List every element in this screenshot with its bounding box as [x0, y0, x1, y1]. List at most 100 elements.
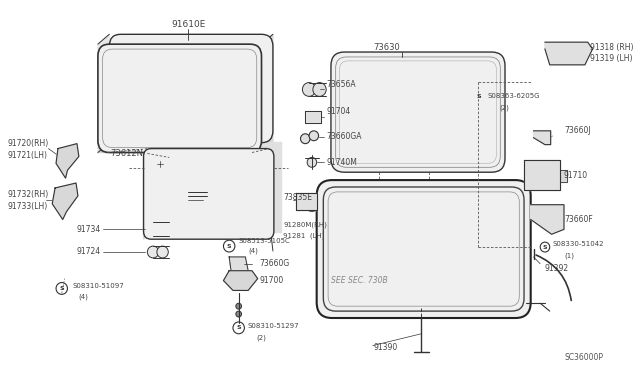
Circle shape	[303, 83, 316, 96]
Text: 91732(RH): 91732(RH)	[8, 190, 49, 199]
Circle shape	[223, 240, 235, 252]
Circle shape	[554, 52, 559, 58]
Circle shape	[307, 157, 317, 167]
Text: S: S	[227, 244, 232, 248]
Circle shape	[167, 225, 171, 230]
Text: S08310-51297: S08310-51297	[247, 323, 299, 329]
FancyBboxPatch shape	[102, 49, 257, 148]
Text: (1): (1)	[564, 253, 574, 259]
Text: SC36000P: SC36000P	[565, 353, 604, 362]
Text: 73656A: 73656A	[326, 80, 356, 89]
Text: 91280M(RH): 91280M(RH)	[284, 221, 327, 228]
Circle shape	[526, 167, 541, 183]
FancyBboxPatch shape	[317, 180, 531, 318]
FancyBboxPatch shape	[109, 34, 273, 142]
Circle shape	[534, 209, 542, 217]
Text: 91610E: 91610E	[171, 20, 205, 29]
Circle shape	[504, 303, 510, 309]
Polygon shape	[531, 205, 564, 234]
Polygon shape	[229, 257, 248, 271]
FancyBboxPatch shape	[339, 61, 497, 163]
Circle shape	[56, 283, 67, 294]
FancyBboxPatch shape	[328, 192, 519, 306]
Text: 73660G: 73660G	[260, 259, 290, 268]
Circle shape	[253, 200, 262, 210]
Text: 91734: 91734	[77, 225, 100, 234]
Circle shape	[301, 134, 310, 144]
Polygon shape	[560, 170, 567, 182]
Text: 91740M: 91740M	[326, 158, 357, 167]
Circle shape	[473, 90, 484, 102]
Circle shape	[313, 83, 326, 96]
Circle shape	[317, 265, 325, 273]
Text: 73660GA: 73660GA	[326, 132, 362, 141]
Text: 91733(LH): 91733(LH)	[8, 202, 48, 211]
Text: (2): (2)	[257, 334, 267, 341]
FancyBboxPatch shape	[336, 57, 500, 167]
Text: S08363-6205G: S08363-6205G	[488, 93, 540, 99]
Circle shape	[309, 131, 319, 141]
Polygon shape	[151, 142, 282, 232]
Polygon shape	[143, 142, 151, 239]
Circle shape	[540, 242, 550, 252]
Text: SEE SEC. 730B: SEE SEC. 730B	[331, 276, 388, 285]
Circle shape	[157, 194, 163, 200]
Text: 73835E: 73835E	[284, 193, 312, 202]
Text: (4): (4)	[248, 248, 258, 254]
Text: 91724: 91724	[77, 247, 100, 257]
Polygon shape	[223, 271, 258, 291]
Polygon shape	[52, 183, 78, 219]
Text: S: S	[543, 244, 547, 250]
Circle shape	[230, 258, 241, 270]
Circle shape	[317, 225, 325, 233]
FancyBboxPatch shape	[143, 148, 274, 239]
Polygon shape	[262, 34, 273, 153]
FancyBboxPatch shape	[323, 187, 524, 311]
Circle shape	[509, 192, 515, 198]
Circle shape	[156, 222, 169, 236]
Circle shape	[241, 277, 249, 285]
Text: 73660F: 73660F	[564, 215, 593, 224]
Text: 91720(RH): 91720(RH)	[8, 139, 49, 148]
Polygon shape	[524, 160, 560, 190]
FancyBboxPatch shape	[331, 52, 505, 172]
Circle shape	[236, 303, 241, 309]
Circle shape	[299, 197, 306, 205]
Text: 91704: 91704	[326, 107, 351, 116]
Circle shape	[155, 162, 164, 172]
Text: 91721(LH): 91721(LH)	[8, 151, 47, 160]
Text: 91281  (LH): 91281 (LH)	[284, 233, 325, 240]
Polygon shape	[545, 42, 593, 65]
Text: 91390: 91390	[374, 343, 398, 352]
Circle shape	[233, 322, 244, 334]
Polygon shape	[98, 142, 273, 153]
Text: 91318 (RH): 91318 (RH)	[589, 43, 633, 52]
Text: 91710: 91710	[564, 171, 588, 180]
Circle shape	[573, 52, 579, 58]
Text: S: S	[60, 286, 64, 291]
Text: S08513-5105C: S08513-5105C	[239, 238, 291, 244]
Circle shape	[306, 114, 312, 120]
Text: 91700: 91700	[260, 276, 284, 285]
Polygon shape	[98, 34, 109, 153]
Circle shape	[147, 222, 160, 236]
Circle shape	[333, 300, 339, 306]
Circle shape	[233, 272, 243, 282]
Circle shape	[305, 198, 319, 212]
Text: (4): (4)	[79, 293, 89, 299]
Polygon shape	[56, 144, 79, 178]
Circle shape	[236, 311, 241, 317]
Circle shape	[530, 171, 538, 179]
Circle shape	[157, 246, 168, 258]
Text: 73612N: 73612N	[111, 149, 143, 158]
Circle shape	[160, 222, 165, 227]
Text: S: S	[476, 94, 481, 99]
Text: 73660J: 73660J	[564, 126, 591, 135]
Text: 91392: 91392	[545, 264, 569, 273]
Text: (2): (2)	[499, 105, 509, 112]
Text: S: S	[236, 326, 241, 330]
Text: 73630: 73630	[374, 43, 401, 52]
Polygon shape	[534, 131, 550, 145]
Text: 91319 (LH): 91319 (LH)	[589, 54, 632, 64]
Text: S08310-51097: S08310-51097	[72, 283, 124, 289]
